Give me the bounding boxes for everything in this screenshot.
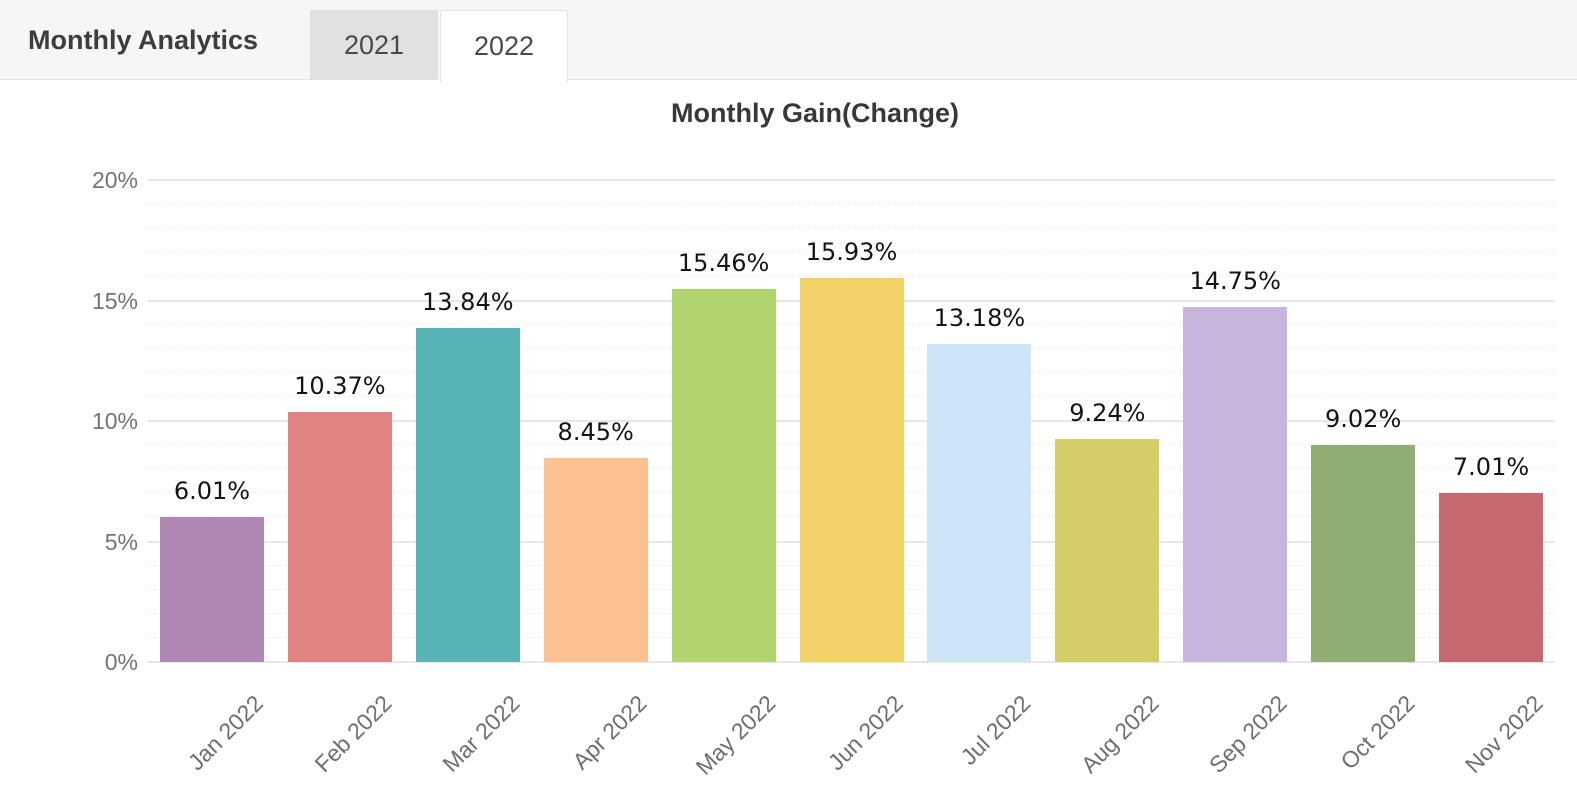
x-axis-label: Feb 2022 bbox=[309, 690, 397, 778]
bar-value-label: 15.46% bbox=[677, 249, 770, 278]
bar-apr-2022[interactable] bbox=[543, 458, 648, 662]
bar-feb-2022[interactable] bbox=[287, 412, 392, 662]
bar-jun-2022[interactable] bbox=[799, 278, 904, 662]
x-axis-label: Jan 2022 bbox=[183, 690, 269, 776]
tab-2021[interactable]: 2021 bbox=[310, 10, 438, 80]
gridline bbox=[148, 227, 1555, 229]
gridline bbox=[148, 251, 1555, 253]
bar-may-2022[interactable] bbox=[671, 289, 776, 662]
bar-value-label: 9.02% bbox=[1325, 404, 1402, 433]
bar-nov-2022[interactable] bbox=[1439, 493, 1544, 662]
gridline bbox=[148, 179, 1555, 181]
y-axis-tick-label: 15% bbox=[91, 287, 138, 314]
bar-value-label: 7.01% bbox=[1452, 453, 1530, 482]
bar-value-label: 14.75% bbox=[1189, 266, 1281, 295]
bar-value-label: 8.45% bbox=[557, 418, 634, 447]
x-axis-label: Sep 2022 bbox=[1203, 690, 1292, 779]
tab-2022[interactable]: 2022 bbox=[440, 10, 568, 82]
bar-value-label: 9.24% bbox=[1069, 399, 1146, 428]
bar-sep-2022[interactable] bbox=[1183, 306, 1288, 662]
bar-value-label: 15.93% bbox=[805, 238, 898, 267]
x-axis-label: Aug 2022 bbox=[1075, 690, 1164, 779]
x-axis-label: Apr 2022 bbox=[567, 690, 653, 775]
y-axis-tick-label: 20% bbox=[91, 167, 138, 193]
bar-jan-2022[interactable] bbox=[159, 517, 264, 662]
bar-value-label: 13.18% bbox=[933, 304, 1026, 333]
x-axis-label: Nov 2022 bbox=[1459, 690, 1548, 779]
bar-jul-2022[interactable] bbox=[927, 344, 1032, 662]
bar-mar-2022[interactable] bbox=[415, 328, 520, 662]
y-axis-tick-label: 5% bbox=[104, 528, 138, 555]
x-axis-label: May 2022 bbox=[690, 690, 780, 780]
page-title: Monthly Analytics bbox=[28, 25, 259, 55]
header-bar: Monthly Analytics 2021 2022 bbox=[0, 0, 1577, 82]
x-axis-label: Jul 2022 bbox=[955, 690, 1036, 770]
bar-value-label: 6.01% bbox=[173, 477, 251, 506]
x-axis-label: Jun 2022 bbox=[822, 690, 908, 776]
gridline bbox=[148, 203, 1555, 205]
chart-title: Monthly Gain(Change) bbox=[671, 98, 959, 128]
y-axis-tick-label: 0% bbox=[104, 649, 138, 675]
bar-aug-2022[interactable] bbox=[1055, 439, 1160, 662]
x-axis-label: Oct 2022 bbox=[1335, 690, 1420, 775]
gridline bbox=[148, 661, 1555, 663]
gridline bbox=[148, 275, 1555, 277]
bar-oct-2022[interactable] bbox=[1311, 444, 1416, 662]
bar-value-label: 13.84% bbox=[422, 288, 514, 317]
bar-value-label: 10.37% bbox=[294, 372, 386, 401]
x-axis-label: Mar 2022 bbox=[437, 690, 525, 778]
y-axis-tick-label: 10% bbox=[91, 408, 138, 434]
